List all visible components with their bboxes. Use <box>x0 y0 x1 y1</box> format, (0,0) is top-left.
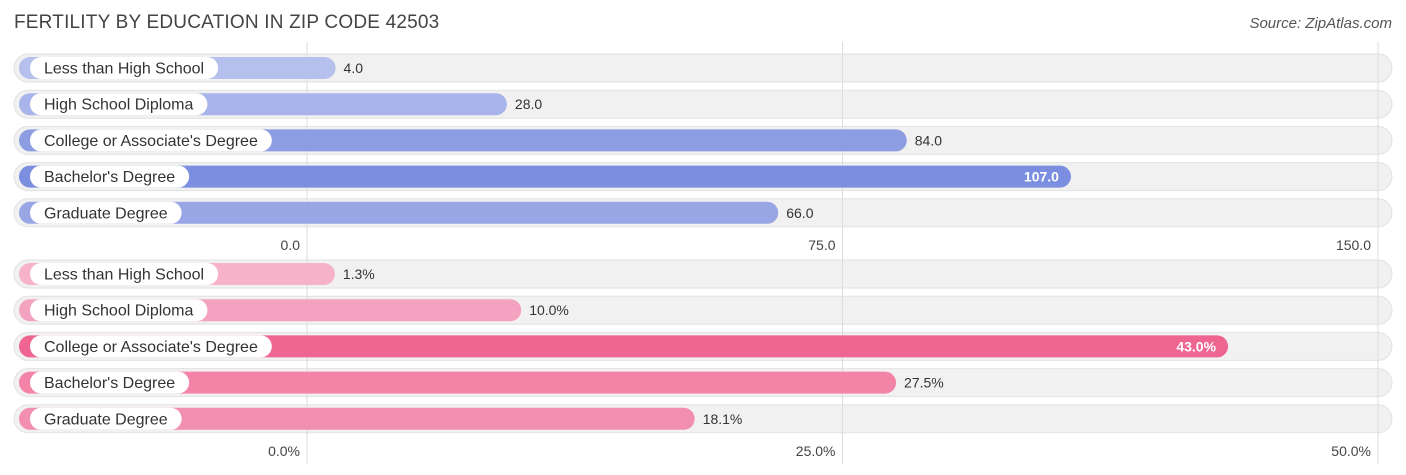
bar <box>19 371 897 394</box>
value-label: 43.0% <box>1176 338 1216 354</box>
panel-percent-births: Less than High School 1.3% High School Dip… <box>13 247 1393 464</box>
category-label: Less than High School <box>44 61 204 78</box>
category-pill <box>30 201 182 224</box>
value-label: 66.0 <box>786 205 813 221</box>
bar-track <box>13 259 1393 289</box>
value-label: 107.0 <box>1024 169 1059 185</box>
category-pill <box>30 407 182 430</box>
source-label: Source: ZipAtlas.com <box>1249 15 1392 32</box>
value-label: 18.1% <box>703 411 743 427</box>
category-label: High School Diploma <box>44 97 194 114</box>
bar <box>19 165 1071 188</box>
category-label: High School Diploma <box>44 303 194 320</box>
category-label: Bachelor's Degree <box>44 375 175 392</box>
value-label: 1.3% <box>343 266 375 282</box>
bar <box>19 335 1229 358</box>
category-pill <box>30 299 208 322</box>
value-label: 28.0 <box>515 96 542 112</box>
category-label: Graduate Degree <box>44 411 168 428</box>
tick-label: 0.0% <box>268 443 300 459</box>
bar <box>19 407 695 430</box>
category-pill <box>30 335 272 358</box>
category-pill <box>30 93 208 116</box>
value-label: 10.0% <box>529 302 569 318</box>
tick-label: 25.0% <box>796 443 836 459</box>
value-label: 4.0 <box>344 60 364 76</box>
panel-number-of-births: Less than High School 4.0 High School Dipl… <box>13 41 1393 258</box>
category-label: Bachelor's Degree <box>44 169 175 186</box>
category-label: Graduate Degree <box>44 205 168 222</box>
category-label: College or Associate's Degree <box>44 133 258 150</box>
tick-label: 50.0% <box>1331 443 1371 459</box>
category-pill <box>30 165 190 188</box>
tick-label: 150.0 <box>1336 237 1371 253</box>
value-label: 27.5% <box>904 375 944 391</box>
tick-label: 0.0 <box>281 237 301 253</box>
value-label: 84.0 <box>915 132 942 148</box>
category-label: Less than High School <box>44 267 204 284</box>
bar <box>19 201 779 224</box>
tick-label: 75.0 <box>808 237 835 253</box>
category-pill <box>30 129 272 152</box>
chart-title: FERTILITY BY EDUCATION IN ZIP CODE 42503 <box>14 12 440 33</box>
category-pill <box>30 57 219 79</box>
category-label: College or Associate's Degree <box>44 339 258 356</box>
bar-track <box>13 53 1393 83</box>
category-pill <box>30 263 219 285</box>
category-pill <box>30 371 190 394</box>
